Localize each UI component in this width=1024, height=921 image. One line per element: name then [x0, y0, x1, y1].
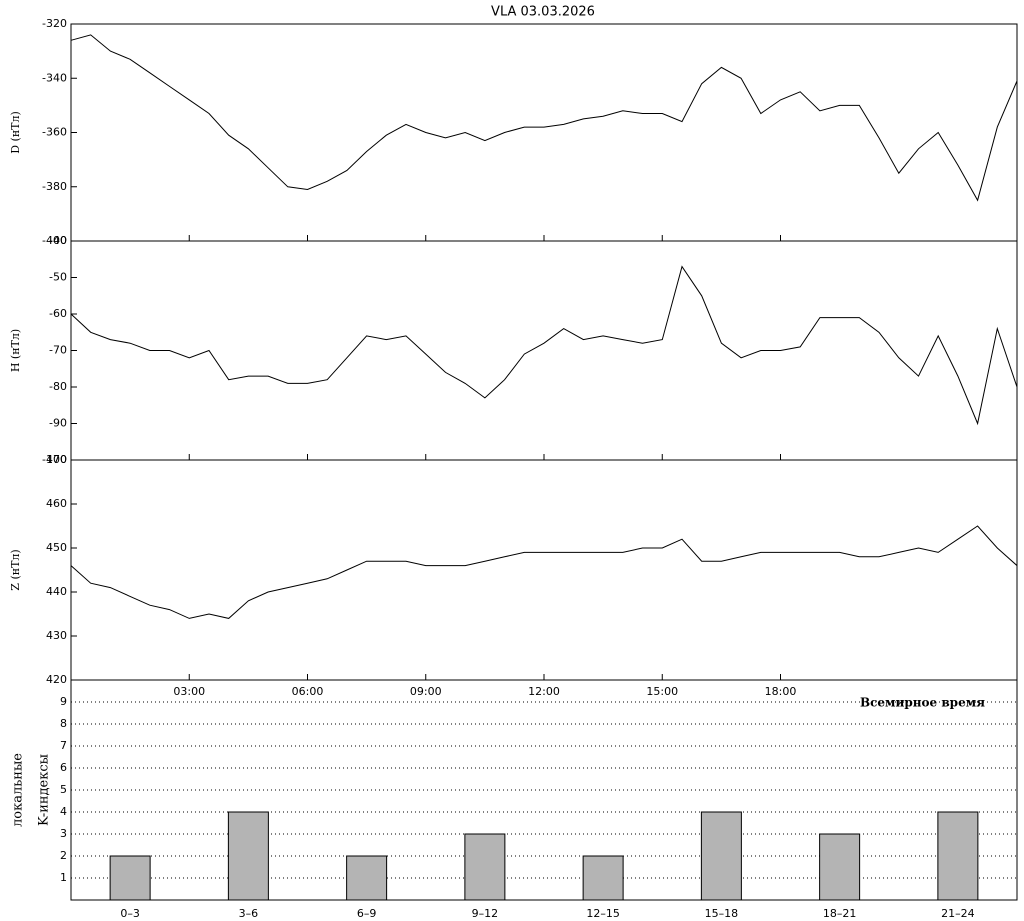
x-tick-label: 0–3: [120, 907, 140, 920]
x-tick-label: 3–6: [239, 907, 259, 920]
bar: [582, 855, 624, 901]
y-axis-label: Z (нТл): [9, 549, 22, 590]
y-tick-label: -320: [42, 17, 67, 30]
bar: [937, 811, 979, 901]
x-tick-label: 21–24: [941, 907, 975, 920]
y-tick-label: -380: [42, 180, 67, 193]
y-tick-label: 460: [46, 497, 67, 510]
bar: [819, 833, 861, 901]
y-axis-label: H (нТл): [9, 329, 22, 372]
y-tick-label: -40: [49, 234, 67, 247]
y-tick-label: 2: [60, 849, 67, 862]
x-tick-label: 12:00: [528, 685, 560, 698]
y-axis-label: K-индексы: [37, 754, 52, 826]
y-tick-label: 6: [60, 761, 67, 774]
x-tick-label: 18:00: [765, 685, 797, 698]
y-tick-label: -400: [42, 234, 67, 247]
y-tick-label: 450: [46, 541, 67, 554]
y-tick-label: -100: [42, 453, 67, 466]
x-axis-label: Всемирное время: [860, 696, 985, 710]
x-tick-label: 9–12: [472, 907, 499, 920]
x-tick-label: 12–15: [586, 907, 620, 920]
bar: [700, 811, 742, 901]
y-tick-label: 8: [60, 717, 67, 730]
chart-title: VLA 03.03.2026: [491, 5, 595, 20]
y-tick-label: 7: [60, 739, 67, 752]
y-tick-label: -340: [42, 71, 67, 84]
y-tick-label: 430: [46, 629, 67, 642]
y-tick-label: 470: [46, 453, 67, 466]
y-axis-label: локальные: [11, 753, 26, 827]
data-line: [70, 34, 1018, 202]
bar: [227, 811, 269, 901]
y-tick-label: 420: [46, 673, 67, 686]
x-tick-label: 15:00: [646, 685, 678, 698]
x-tick-label: 6–9: [357, 907, 377, 920]
y-tick-label: 1: [60, 871, 67, 884]
bar: [109, 855, 151, 901]
plot-frame: [70, 459, 1018, 681]
y-tick-label: 4: [60, 805, 67, 818]
x-tick-label: 15–18: [705, 907, 739, 920]
y-tick-label: -80: [49, 380, 67, 393]
x-tick-label: 03:00: [173, 685, 205, 698]
plot-frame: [70, 240, 1018, 461]
y-tick-label: 5: [60, 783, 67, 796]
x-tick-label: 09:00: [410, 685, 442, 698]
x-tick-label: 06:00: [292, 685, 324, 698]
y-tick-label: -60: [49, 307, 67, 320]
bar: [464, 833, 506, 901]
x-tick-label: 18–21: [823, 907, 857, 920]
data-line: [70, 265, 1018, 426]
y-tick-label: -50: [49, 271, 67, 284]
y-tick-label: 9: [60, 695, 67, 708]
y-tick-label: -90: [49, 417, 67, 430]
y-axis-label: D (нТл): [9, 111, 22, 154]
plot-frame: [70, 23, 1018, 242]
bar: [346, 855, 388, 901]
data-line: [70, 525, 1018, 619]
y-tick-label: 3: [60, 827, 67, 840]
y-tick-label: 440: [46, 585, 67, 598]
y-tick-label: -70: [49, 344, 67, 357]
y-tick-label: -360: [42, 126, 67, 139]
